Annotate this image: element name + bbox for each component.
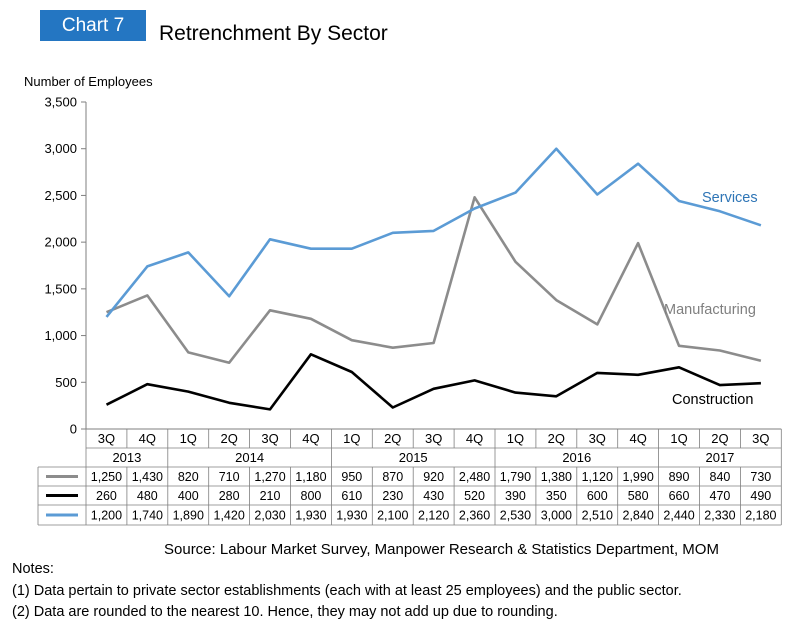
table-value: 2,100 (377, 509, 408, 523)
notes-heading: Notes: (12, 561, 54, 577)
note-item-2: (2) Data are rounded to the nearest 10. … (12, 604, 558, 620)
table-value: 400 (178, 489, 199, 503)
x-tick-label: 1Q (670, 431, 687, 446)
table-value: 350 (546, 489, 567, 503)
table-value: 1,180 (295, 470, 326, 484)
table-value: 730 (750, 470, 771, 484)
x-year-label: 2016 (562, 450, 591, 465)
table-value: 800 (301, 489, 322, 503)
x-tick-label: 3Q (425, 431, 442, 446)
table-value: 1,790 (500, 470, 531, 484)
table-value: 490 (750, 489, 771, 503)
y-axis-label: Number of Employees (24, 74, 153, 89)
series-label-services: Services (702, 190, 758, 206)
table-value: 950 (341, 470, 362, 484)
table-value: 870 (382, 470, 403, 484)
y-tick-label: 3,500 (44, 95, 77, 110)
y-tick-label: 500 (55, 375, 77, 390)
table-value: 2,180 (745, 509, 776, 523)
x-tick-label: 1Q (180, 431, 197, 446)
x-tick-label: 3Q (752, 431, 769, 446)
y-tick-label: 2,000 (44, 235, 77, 250)
table-value: 1,120 (582, 470, 613, 484)
y-tick-label: 1,500 (44, 281, 77, 296)
x-tick-label: 3Q (98, 431, 115, 446)
series-label-construction: Construction (672, 392, 753, 408)
x-year-label: 2014 (235, 450, 264, 465)
y-tick-label: 1,000 (44, 328, 77, 343)
x-tick-label: 2Q (548, 431, 565, 446)
note-item-1: (1) Data pertain to private sector estab… (12, 582, 682, 599)
table-value: 1,990 (623, 470, 654, 484)
x-tick-label: 2Q (220, 431, 237, 446)
table-value: 660 (669, 489, 690, 503)
table-value: 1,930 (295, 509, 326, 523)
x-tick-label: 4Q (302, 431, 319, 446)
table-value: 520 (464, 489, 485, 503)
table-value: 1,890 (173, 509, 204, 523)
chart-title: Retrenchment By Sector (159, 22, 388, 45)
chart-number-tag: Chart 7 (40, 10, 146, 41)
table-value: 2,840 (623, 509, 654, 523)
x-tick-label: 4Q (466, 431, 483, 446)
table-value: 1,250 (91, 470, 122, 484)
table-value: 210 (260, 489, 281, 503)
table-value: 600 (587, 489, 608, 503)
table-value: 2,360 (459, 509, 490, 523)
table-value: 1,930 (336, 509, 367, 523)
table-value: 2,030 (254, 509, 285, 523)
series-line-services (105, 147, 762, 318)
series-line-construction (105, 352, 761, 411)
x-tick-label: 4Q (139, 431, 156, 446)
x-tick-label: 3Q (589, 431, 606, 446)
x-tick-label: 1Q (343, 431, 360, 446)
line-chart: Number of Employees 0 500 1,000 1,500 2,000 2,… (24, 74, 782, 526)
x-tick-label: 2Q (711, 431, 728, 446)
table-value: 280 (219, 489, 240, 503)
table-value: 2,530 (500, 509, 531, 523)
table-value: 820 (178, 470, 199, 484)
table-value: 2,440 (663, 509, 694, 523)
x-tick-label: 3Q (261, 431, 278, 446)
table-value: 2,480 (459, 470, 490, 484)
x-tick-label: 2Q (384, 431, 401, 446)
table-value: 260 (96, 489, 117, 503)
table-value: 920 (423, 470, 444, 484)
table-value: 480 (137, 489, 158, 503)
table-value: 2,120 (418, 509, 449, 523)
notes-block: Notes: (1) Data pertain to private secto… (12, 559, 682, 624)
y-tick-label: 2,500 (44, 188, 77, 203)
x-year-label: 2015 (399, 450, 428, 465)
table-value: 1,740 (132, 509, 163, 523)
table-value: 390 (505, 489, 526, 503)
table-value: 230 (382, 489, 403, 503)
x-tick-label: 4Q (629, 431, 646, 446)
table-value: 2,330 (704, 509, 735, 523)
x-year-label: 2013 (112, 450, 141, 465)
table-value: 1,270 (254, 470, 285, 484)
table-value: 1,430 (132, 470, 163, 484)
table-value: 2,510 (582, 509, 613, 523)
table-value: 470 (710, 489, 731, 503)
y-tick-label: 3,000 (44, 141, 77, 156)
series-line-manufacturing (106, 196, 762, 365)
table-value: 1,420 (214, 509, 245, 523)
table-value: 710 (219, 470, 240, 484)
table-value: 1,380 (541, 470, 572, 484)
table-value: 1,200 (91, 509, 122, 523)
table-value: 840 (710, 470, 731, 484)
series-label-manufacturing: Manufacturing (664, 302, 756, 318)
table-value: 890 (669, 470, 690, 484)
y-tick-label: 0 (70, 422, 77, 437)
source-note: Source: Labour Market Survey, Manpower R… (164, 541, 719, 558)
x-year-label: 2017 (705, 450, 734, 465)
x-tick-label: 1Q (507, 431, 524, 446)
table-value: 3,000 (541, 509, 572, 523)
table-value: 580 (628, 489, 649, 503)
table-value: 430 (423, 489, 444, 503)
table-value: 610 (341, 489, 362, 503)
